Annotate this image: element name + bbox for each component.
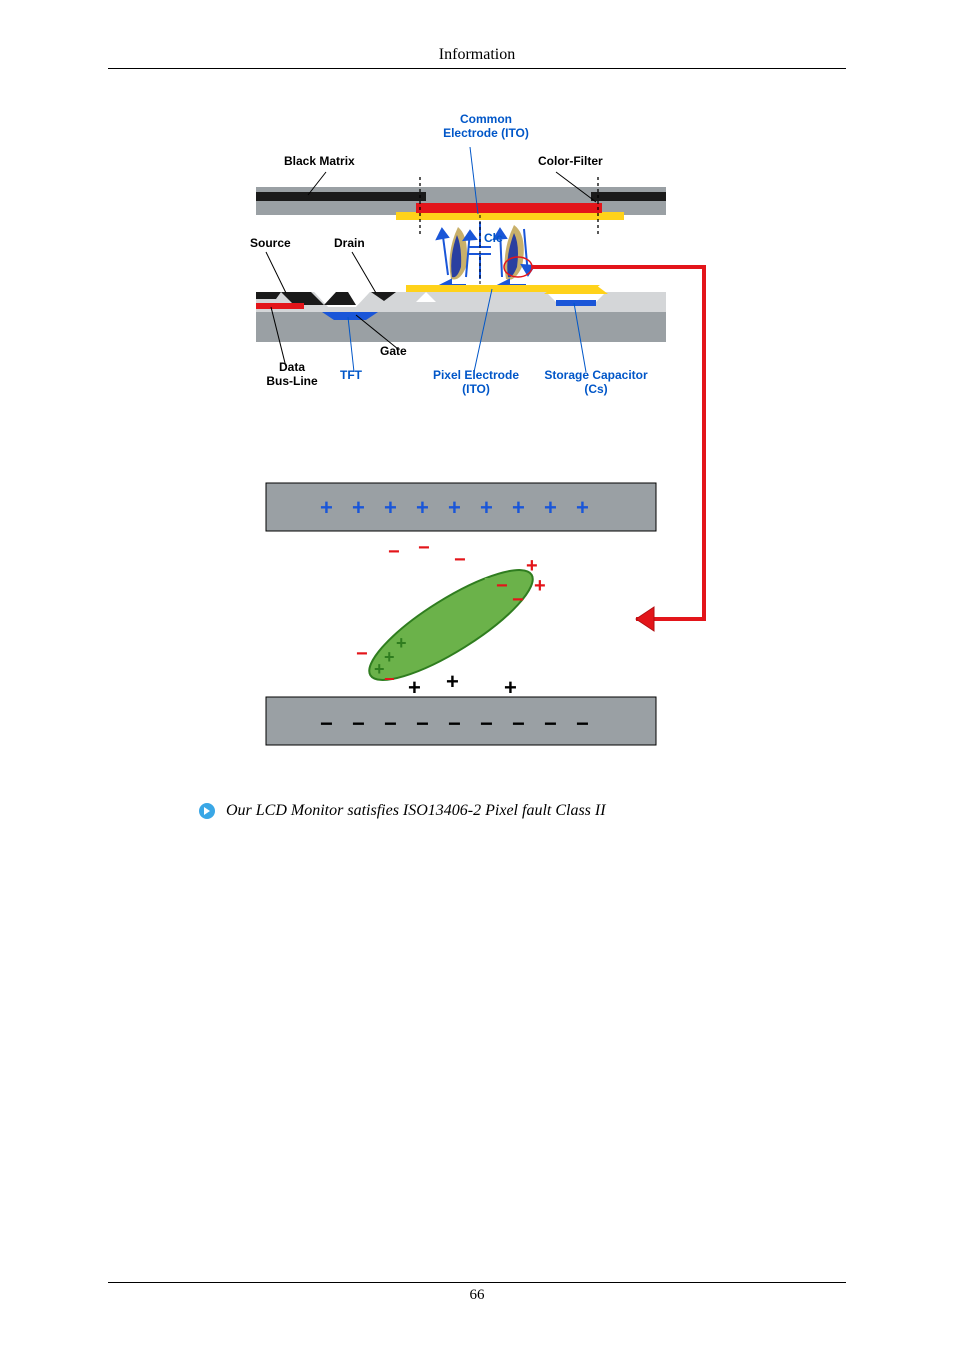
arrow-bullet-icon (198, 802, 216, 820)
label-source: Source (250, 237, 291, 251)
minus-bottom: − (512, 711, 525, 737)
label-gate: Gate (380, 345, 407, 359)
figure: CommonElectrode (ITO) Black Matrix Color… (256, 117, 816, 787)
minus-scatter: − (384, 669, 395, 690)
note-text: Our LCD Monitor satisfies ISO13406-2 Pix… (226, 802, 606, 820)
minus-bottom: − (480, 711, 493, 737)
minus-scatter: − (454, 549, 466, 572)
label-drain: Drain (334, 237, 365, 251)
note-row: Our LCD Monitor satisfies ISO13406-2 Pix… (198, 802, 606, 820)
minus-bottom: − (384, 711, 397, 737)
label-data-bus: DataBus-Line (262, 361, 322, 389)
plus-scatter-black: + (408, 675, 421, 701)
minus-bottom: − (448, 711, 461, 737)
plus-in-crystal: + (396, 633, 407, 654)
minus-bottom: − (416, 711, 429, 737)
label-clc: Clc (484, 232, 503, 246)
plus-top: + (576, 495, 589, 521)
plus-top: + (384, 495, 397, 521)
minus-bottom: − (352, 711, 365, 737)
plus-top: + (352, 495, 365, 521)
lc-molecule-svg (256, 475, 666, 755)
label-black-matrix: Black Matrix (284, 155, 355, 169)
plus-top: + (512, 495, 525, 521)
label-tft: TFT (340, 369, 362, 383)
tft-cross-section-diagram: CommonElectrode (ITO) Black Matrix Color… (256, 117, 666, 437)
label-common-electrode: CommonElectrode (ITO) (426, 113, 546, 141)
minus-scatter: − (356, 643, 368, 666)
minus-scatter: − (388, 541, 400, 564)
minus-scatter: − (512, 589, 524, 612)
minus-in-crystal: − (484, 569, 495, 590)
footer-rule (108, 1282, 846, 1283)
plus-in-crystal: + (374, 659, 385, 680)
page: Information (0, 0, 954, 1350)
page-title: Information (108, 46, 846, 64)
content-area: Information (108, 46, 846, 1290)
page-number: 66 (108, 1287, 846, 1304)
minus-bottom: − (544, 711, 557, 737)
plus-in-crystal: + (384, 647, 395, 668)
minus-scatter: − (418, 537, 430, 560)
plus-scatter-black: + (504, 675, 517, 701)
label-pixel-electrode: Pixel Electrode(ITO) (426, 369, 526, 397)
label-color-filter: Color-Filter (538, 155, 603, 169)
minus-bottom: − (320, 711, 333, 737)
plus-top: + (544, 495, 557, 521)
footer: 66 (108, 1282, 846, 1304)
plus-top: + (448, 495, 461, 521)
plus-scatter-red: + (534, 575, 546, 598)
label-storage-capacitor: Storage Capacitor(Cs) (536, 369, 656, 397)
plus-top: + (320, 495, 333, 521)
minus-bottom: − (576, 711, 589, 737)
plus-scatter-black: + (446, 669, 459, 695)
plus-top: + (480, 495, 493, 521)
lc-molecule-diagram: +++++++++ −−−−−−−−− − − − − − − − − + + … (256, 475, 666, 755)
header-rule (108, 68, 846, 69)
minus-scatter: − (496, 575, 508, 598)
plus-top: + (416, 495, 429, 521)
